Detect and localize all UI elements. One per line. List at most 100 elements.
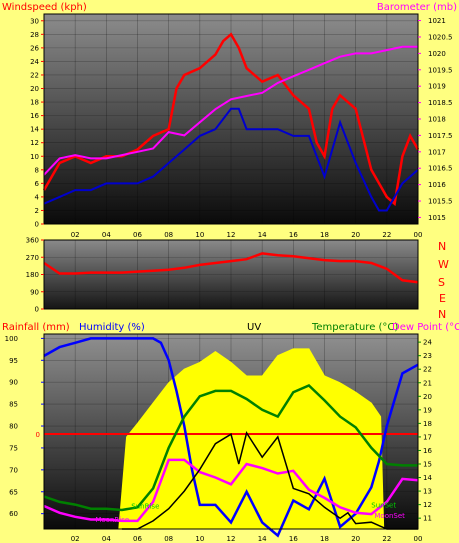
direction-panel-plot <box>44 240 418 309</box>
humidity-tick-label: 95 <box>9 357 18 365</box>
temperature-tick-label: 18 <box>423 420 432 428</box>
barometer-tick-label: 1016 <box>428 181 446 189</box>
x-tick-label: 06 <box>133 535 142 543</box>
x-tick-label: 22 <box>382 231 391 239</box>
barometer-tick-label: 1017 <box>428 148 446 156</box>
temperature-tick-label: 17 <box>423 433 432 441</box>
temperature-tick-label: 16 <box>423 447 432 455</box>
average-series-line <box>43 107 419 212</box>
windspeed-tick-label: 30 <box>30 17 39 25</box>
barometer-tick-label: 1020.5 <box>428 33 453 41</box>
temperature-tick-label: 19 <box>423 406 432 414</box>
x-tick-label: 10 <box>195 231 204 239</box>
windspeed-tick-label: 16 <box>30 112 39 120</box>
direction-tick-label: 0 <box>35 306 39 314</box>
x-tick-label: 04 <box>102 535 111 543</box>
temperature-tick-label: 13 <box>423 488 432 496</box>
compass-east: E <box>439 292 446 305</box>
rainfall-axis-label: Rainfall (mm) <box>2 322 70 333</box>
temperature-tick-label: 22 <box>423 366 432 374</box>
temperature-tick-label: 12 <box>423 501 432 509</box>
x-tick-label: 14 <box>258 231 267 239</box>
dewpoint-series-line <box>43 458 419 523</box>
barometer-tick-label: 1015 <box>428 214 446 222</box>
dewpoint-axis-label: Dew Point (°C) <box>392 322 459 333</box>
humidity-tick-label: 70 <box>9 466 18 474</box>
chart-marks <box>42 32 420 538</box>
compass-north-bottom: N <box>438 308 446 321</box>
compass-west: W <box>438 258 449 271</box>
uv-series-line <box>121 431 418 530</box>
barometer-tick-label: 1018.5 <box>428 99 453 107</box>
barometer-tick-label: 1017.5 <box>428 132 453 140</box>
x-tick-label: 20 <box>351 231 360 239</box>
windspeed-tick-label: 14 <box>30 126 39 134</box>
direction-tick-label: 90 <box>30 288 39 296</box>
x-tick-label: 00 <box>414 231 423 239</box>
x-tick-label: 02 <box>71 535 80 543</box>
axis-tick-labels: 02468101214161820222426283010151015.5101… <box>5 17 453 543</box>
barometer-series-line <box>43 45 418 176</box>
barometer-tick-label: 1016.5 <box>428 165 453 173</box>
windspeed-tick-label: 0 <box>35 221 39 229</box>
weather-panel-frame <box>43 333 419 530</box>
humidity-tick-label: 60 <box>9 510 18 518</box>
humidity-tick-label: 100 <box>5 335 18 343</box>
windspeed-tick-label: 28 <box>30 31 39 39</box>
direction-tick-label: 360 <box>26 237 39 245</box>
direction-tick-label: 180 <box>26 271 39 279</box>
direction-tick-label: 270 <box>26 254 39 262</box>
x-tick-label: 10 <box>195 535 204 543</box>
compass-north-top: N <box>438 240 446 253</box>
x-tick-label: 12 <box>227 231 236 239</box>
windspeed-tick-label: 10 <box>30 153 39 161</box>
barometer-tick-label: 1020 <box>428 50 446 58</box>
windspeed-tick-label: 12 <box>30 139 39 147</box>
temperature-tick-label: 23 <box>423 352 432 360</box>
windspeed-tick-label: 26 <box>30 44 39 52</box>
temperature-tick-label: 15 <box>423 461 432 469</box>
x-tick-label: 08 <box>164 535 173 543</box>
x-tick-label: 16 <box>289 535 298 543</box>
temperature-axis-label: Temperature (°C) <box>311 322 398 333</box>
temperature-tick-label: 20 <box>423 393 432 401</box>
humidity-tick-label: 90 <box>9 379 18 387</box>
uv-axis-label: UV <box>247 322 261 333</box>
x-tick-label: 18 <box>320 231 329 239</box>
windspeed-tick-label: 8 <box>35 166 39 174</box>
sunset-label: SunSet <box>371 501 396 509</box>
barometer-tick-label: 1018 <box>428 116 446 124</box>
humidity-tick-label: 75 <box>9 444 18 452</box>
compass-south: S <box>438 276 445 289</box>
windspeed-tick-label: 4 <box>35 193 40 201</box>
x-tick-label: 02 <box>71 231 80 239</box>
barometer-tick-label: 1015.5 <box>428 198 453 206</box>
humidity-tick-label: 80 <box>9 423 18 431</box>
x-tick-label: 04 <box>102 231 111 239</box>
barometer-tick-label: 1019 <box>428 83 446 91</box>
temperature-tick-label: 14 <box>423 474 432 482</box>
x-tick-label: 00 <box>414 535 423 543</box>
temperature-series-line <box>43 384 418 512</box>
temperature-tick-label: 11 <box>423 515 432 523</box>
x-tick-label: 22 <box>382 535 391 543</box>
wind-panel-plot <box>44 14 418 224</box>
barometer-tick-label: 1019.5 <box>428 66 453 74</box>
temperature-tick-label: 21 <box>423 379 432 387</box>
windspeed-tick-label: 6 <box>35 180 40 188</box>
humidity-axis-label: Humidity (%) <box>79 322 145 333</box>
windspeed-tick-label: 18 <box>30 99 39 107</box>
humidity-tick-label: 65 <box>9 488 18 496</box>
windspeed-tick-label: 20 <box>30 85 39 93</box>
barometer-tick-label: 1021 <box>428 17 446 25</box>
rainfall-tick-label: 0 <box>36 431 40 439</box>
x-tick-label: 14 <box>258 535 267 543</box>
windspeed-tick-label: 2 <box>35 207 39 215</box>
moonset-label: MoonSet <box>374 512 405 520</box>
windspeed-tick-label: 22 <box>30 71 39 79</box>
direction-series-line <box>43 252 419 284</box>
moonrise-label: MoonRise <box>95 516 129 524</box>
humidity-tick-label: 85 <box>9 401 18 409</box>
